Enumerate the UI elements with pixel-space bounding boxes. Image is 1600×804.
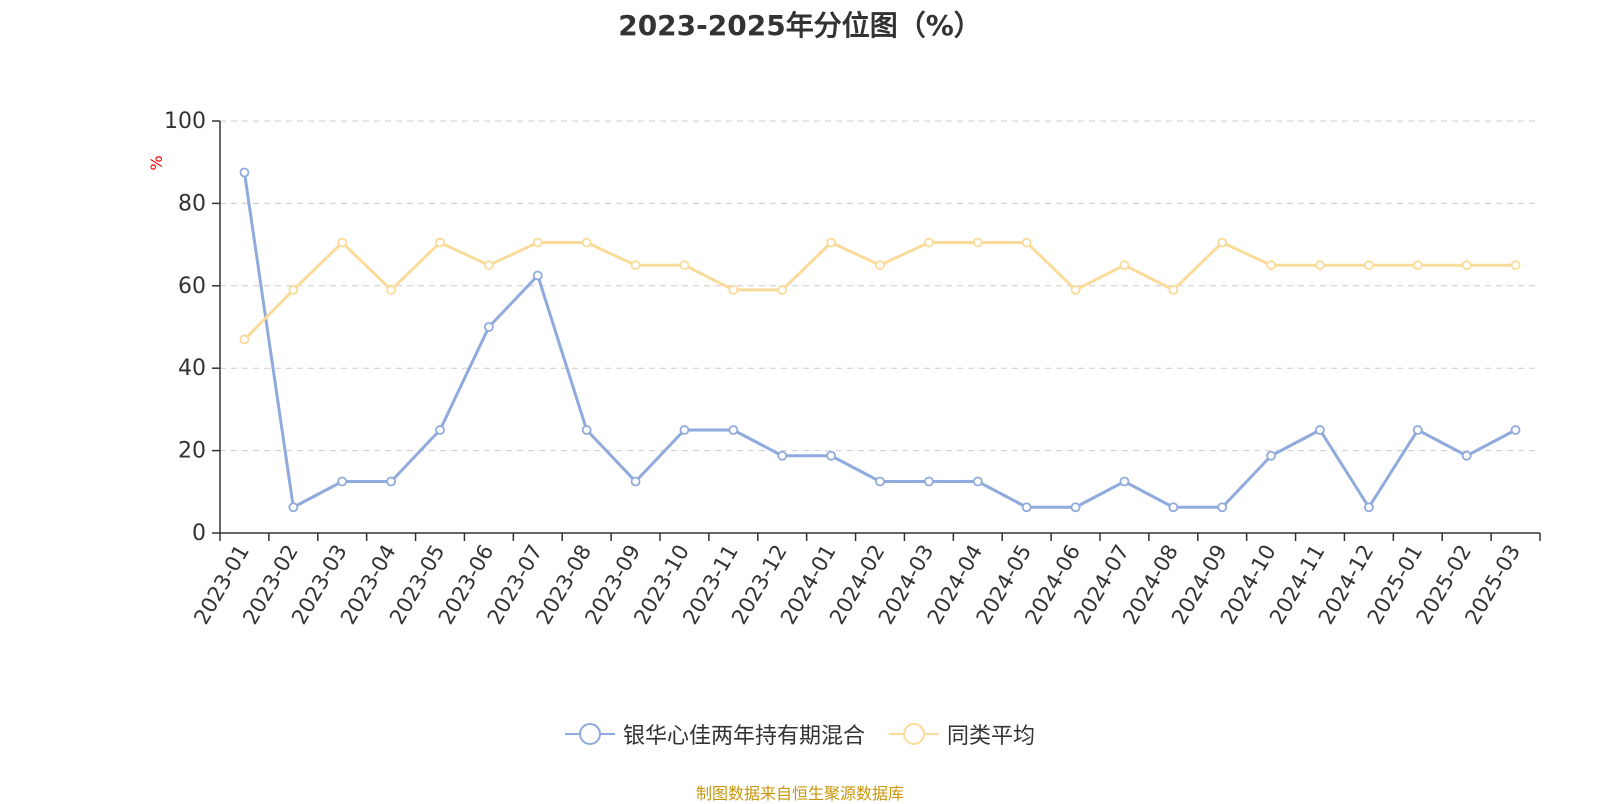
data-point-series-1 bbox=[435, 237, 445, 248]
data-point-series-0 bbox=[826, 450, 837, 461]
y-tick-label: 40 bbox=[178, 356, 206, 381]
y-tick-label: 80 bbox=[178, 191, 206, 216]
data-point-series-1 bbox=[1070, 285, 1081, 295]
data-point-series-0 bbox=[728, 425, 739, 435]
data-point-series-1 bbox=[239, 334, 250, 345]
data-point-series-1 bbox=[1217, 237, 1228, 248]
data-point-series-1 bbox=[1266, 260, 1277, 271]
data-point-series-1 bbox=[1510, 260, 1521, 271]
legend-item-0[interactable]: 银华心佳两年持有期混合 bbox=[564, 718, 865, 750]
data-point-series-1 bbox=[1119, 260, 1130, 271]
data-point-series-1 bbox=[777, 285, 788, 295]
data-point-series-0 bbox=[1217, 502, 1228, 513]
legend-label: 同类平均 bbox=[947, 724, 1036, 749]
legend-marker-icon bbox=[889, 723, 939, 745]
data-point-series-1 bbox=[875, 260, 885, 271]
data-point-series-0 bbox=[581, 425, 592, 435]
y-axis-unit: % bbox=[147, 155, 166, 170]
data-point-series-1 bbox=[1363, 260, 1374, 271]
data-point-series-0 bbox=[532, 270, 543, 281]
series-line-0 bbox=[242, 172, 1517, 509]
series-line-1 bbox=[243, 241, 1516, 341]
legend: 银华心佳两年持有期混合 同类平均 bbox=[0, 718, 1600, 750]
data-point-series-1 bbox=[1021, 237, 1032, 248]
data-point-series-0 bbox=[1510, 425, 1521, 435]
data-point-series-1 bbox=[923, 237, 934, 248]
y-tick-label: 20 bbox=[178, 439, 206, 464]
data-point-series-0 bbox=[1070, 502, 1081, 513]
data-point-series-1 bbox=[1168, 285, 1179, 295]
data-point-series-1 bbox=[826, 237, 837, 248]
data-point-series-1 bbox=[679, 260, 690, 271]
data-point-series-0 bbox=[435, 425, 445, 435]
source-note: 制图数据来自恒生聚源数据库 bbox=[695, 784, 904, 803]
data-point-series-1 bbox=[972, 237, 983, 248]
legend-label: 银华心佳两年持有期混合 bbox=[622, 724, 865, 749]
data-point-series-0 bbox=[1168, 502, 1179, 513]
data-point-series-0 bbox=[1021, 502, 1032, 513]
y-tick-label: 60 bbox=[178, 274, 206, 299]
data-point-series-1 bbox=[532, 237, 543, 248]
data-point-series-0 bbox=[875, 476, 885, 487]
data-point-series-0 bbox=[972, 476, 983, 487]
data-point-series-1 bbox=[581, 237, 592, 248]
line-chart: 020406080100%2023-012023-022023-032023-0… bbox=[147, 109, 1541, 628]
legend-item-1[interactable]: 同类平均 bbox=[889, 718, 1035, 750]
data-point-series-0 bbox=[483, 322, 494, 332]
data-point-series-0 bbox=[386, 476, 397, 487]
data-point-series-0 bbox=[288, 502, 299, 513]
data-point-series-1 bbox=[288, 285, 299, 295]
data-point-series-0 bbox=[337, 476, 348, 487]
data-point-series-1 bbox=[483, 260, 494, 271]
data-point-series-0 bbox=[679, 425, 690, 435]
legend-marker-icon bbox=[564, 723, 615, 745]
data-point-series-1 bbox=[337, 237, 348, 248]
data-point-series-1 bbox=[1315, 260, 1325, 271]
data-point-series-1 bbox=[386, 285, 397, 295]
data-point-series-0 bbox=[239, 167, 250, 178]
data-point-series-0 bbox=[777, 450, 788, 461]
data-point-series-0 bbox=[1315, 425, 1325, 435]
data-point-series-1 bbox=[728, 285, 739, 295]
data-point-series-1 bbox=[1461, 260, 1472, 271]
data-point-series-0 bbox=[1266, 450, 1277, 461]
data-point-series-0 bbox=[923, 476, 934, 487]
chart-title: 2023-2025年分位图（%） bbox=[618, 9, 982, 42]
data-point-series-0 bbox=[1461, 450, 1472, 461]
data-point-series-0 bbox=[1412, 425, 1423, 435]
data-point-series-1 bbox=[630, 260, 641, 271]
y-tick-label: 100 bbox=[164, 109, 206, 134]
data-point-series-0 bbox=[1119, 476, 1130, 487]
y-tick-label: 0 bbox=[192, 521, 206, 546]
data-point-series-1 bbox=[1412, 260, 1423, 271]
data-point-series-0 bbox=[630, 476, 641, 487]
data-point-series-0 bbox=[1363, 502, 1374, 513]
